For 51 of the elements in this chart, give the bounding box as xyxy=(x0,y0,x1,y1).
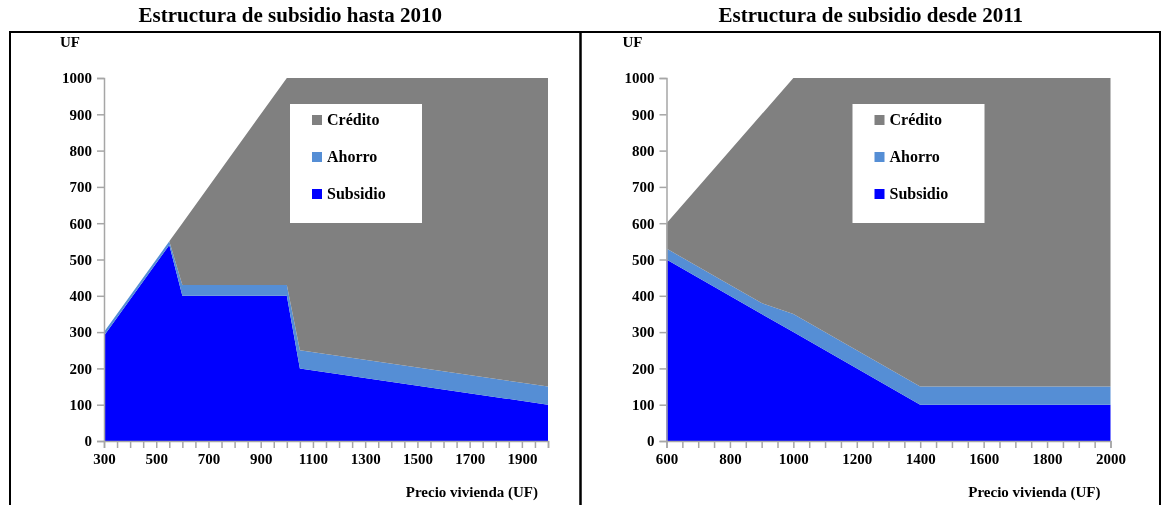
y-tick-label: 0 xyxy=(84,433,92,450)
legend-label: Crédito xyxy=(327,111,380,128)
y-tick-label: 200 xyxy=(69,360,92,377)
legend-label: Subsidio xyxy=(327,185,386,202)
y-axis-title: UF xyxy=(60,34,80,50)
y-tick-label: 700 xyxy=(69,179,92,196)
x-axis-title: Precio vivienda (UF) xyxy=(968,484,1101,501)
x-tick-label: 2000 xyxy=(1096,450,1126,467)
y-tick-label: 800 xyxy=(69,142,92,159)
y-tick-label: 100 xyxy=(69,397,92,413)
legend-label: Crédito xyxy=(889,111,942,128)
x-tick-label: 1800 xyxy=(1032,450,1063,467)
y-tick-label: 0 xyxy=(647,433,655,450)
y-tick-label: 800 xyxy=(632,142,655,159)
x-tick-label: 800 xyxy=(719,450,742,467)
y-tick-label: 200 xyxy=(632,360,655,377)
x-tick-label: 300 xyxy=(93,450,116,467)
y-tick-label: 600 xyxy=(632,215,655,232)
x-tick-label: 1400 xyxy=(905,450,936,467)
y-tick-label: 700 xyxy=(632,179,655,196)
y-tick-label: 500 xyxy=(632,251,655,268)
x-tick-label: 1900 xyxy=(507,450,538,467)
y-tick-label: 1000 xyxy=(62,70,92,87)
y-tick-label: 900 xyxy=(69,106,92,123)
y-tick-label: 400 xyxy=(69,288,92,305)
x-tick-label: 1700 xyxy=(455,450,486,467)
x-tick-label: 700 xyxy=(197,450,221,467)
y-tick-label: 400 xyxy=(632,288,655,305)
legend-label: Ahorro xyxy=(889,148,940,165)
x-tick-label: 1000 xyxy=(778,450,809,467)
x-tick-label: 1100 xyxy=(298,450,329,467)
y-tick-label: 100 xyxy=(632,397,655,413)
x-tick-label: 1300 xyxy=(350,450,381,467)
x-tick-label: 1200 xyxy=(842,450,873,467)
y-tick-label: 300 xyxy=(69,324,92,341)
x-tick-label: 1600 xyxy=(969,450,1000,467)
x-axis-title: Precio vivienda (UF) xyxy=(405,484,538,501)
chart-title: Estructura de subsidio hasta 2010 xyxy=(138,3,442,27)
y-tick-label: 500 xyxy=(69,251,92,268)
y-axis-title: UF xyxy=(622,34,643,50)
y-tick-label: 900 xyxy=(632,106,655,123)
y-tick-label: 600 xyxy=(69,215,92,232)
x-tick-label: 1500 xyxy=(402,450,433,467)
chart-title: Estructura de subsidio desde 2011 xyxy=(718,3,1024,27)
y-tick-label: 1000 xyxy=(624,70,655,87)
x-tick-label: 500 xyxy=(145,450,168,467)
legend-label: Ahorro xyxy=(327,148,378,165)
x-tick-label: 900 xyxy=(249,450,273,467)
y-tick-label: 300 xyxy=(632,324,655,341)
x-tick-label: 600 xyxy=(655,450,679,467)
legend-label: Subsidio xyxy=(889,185,949,202)
